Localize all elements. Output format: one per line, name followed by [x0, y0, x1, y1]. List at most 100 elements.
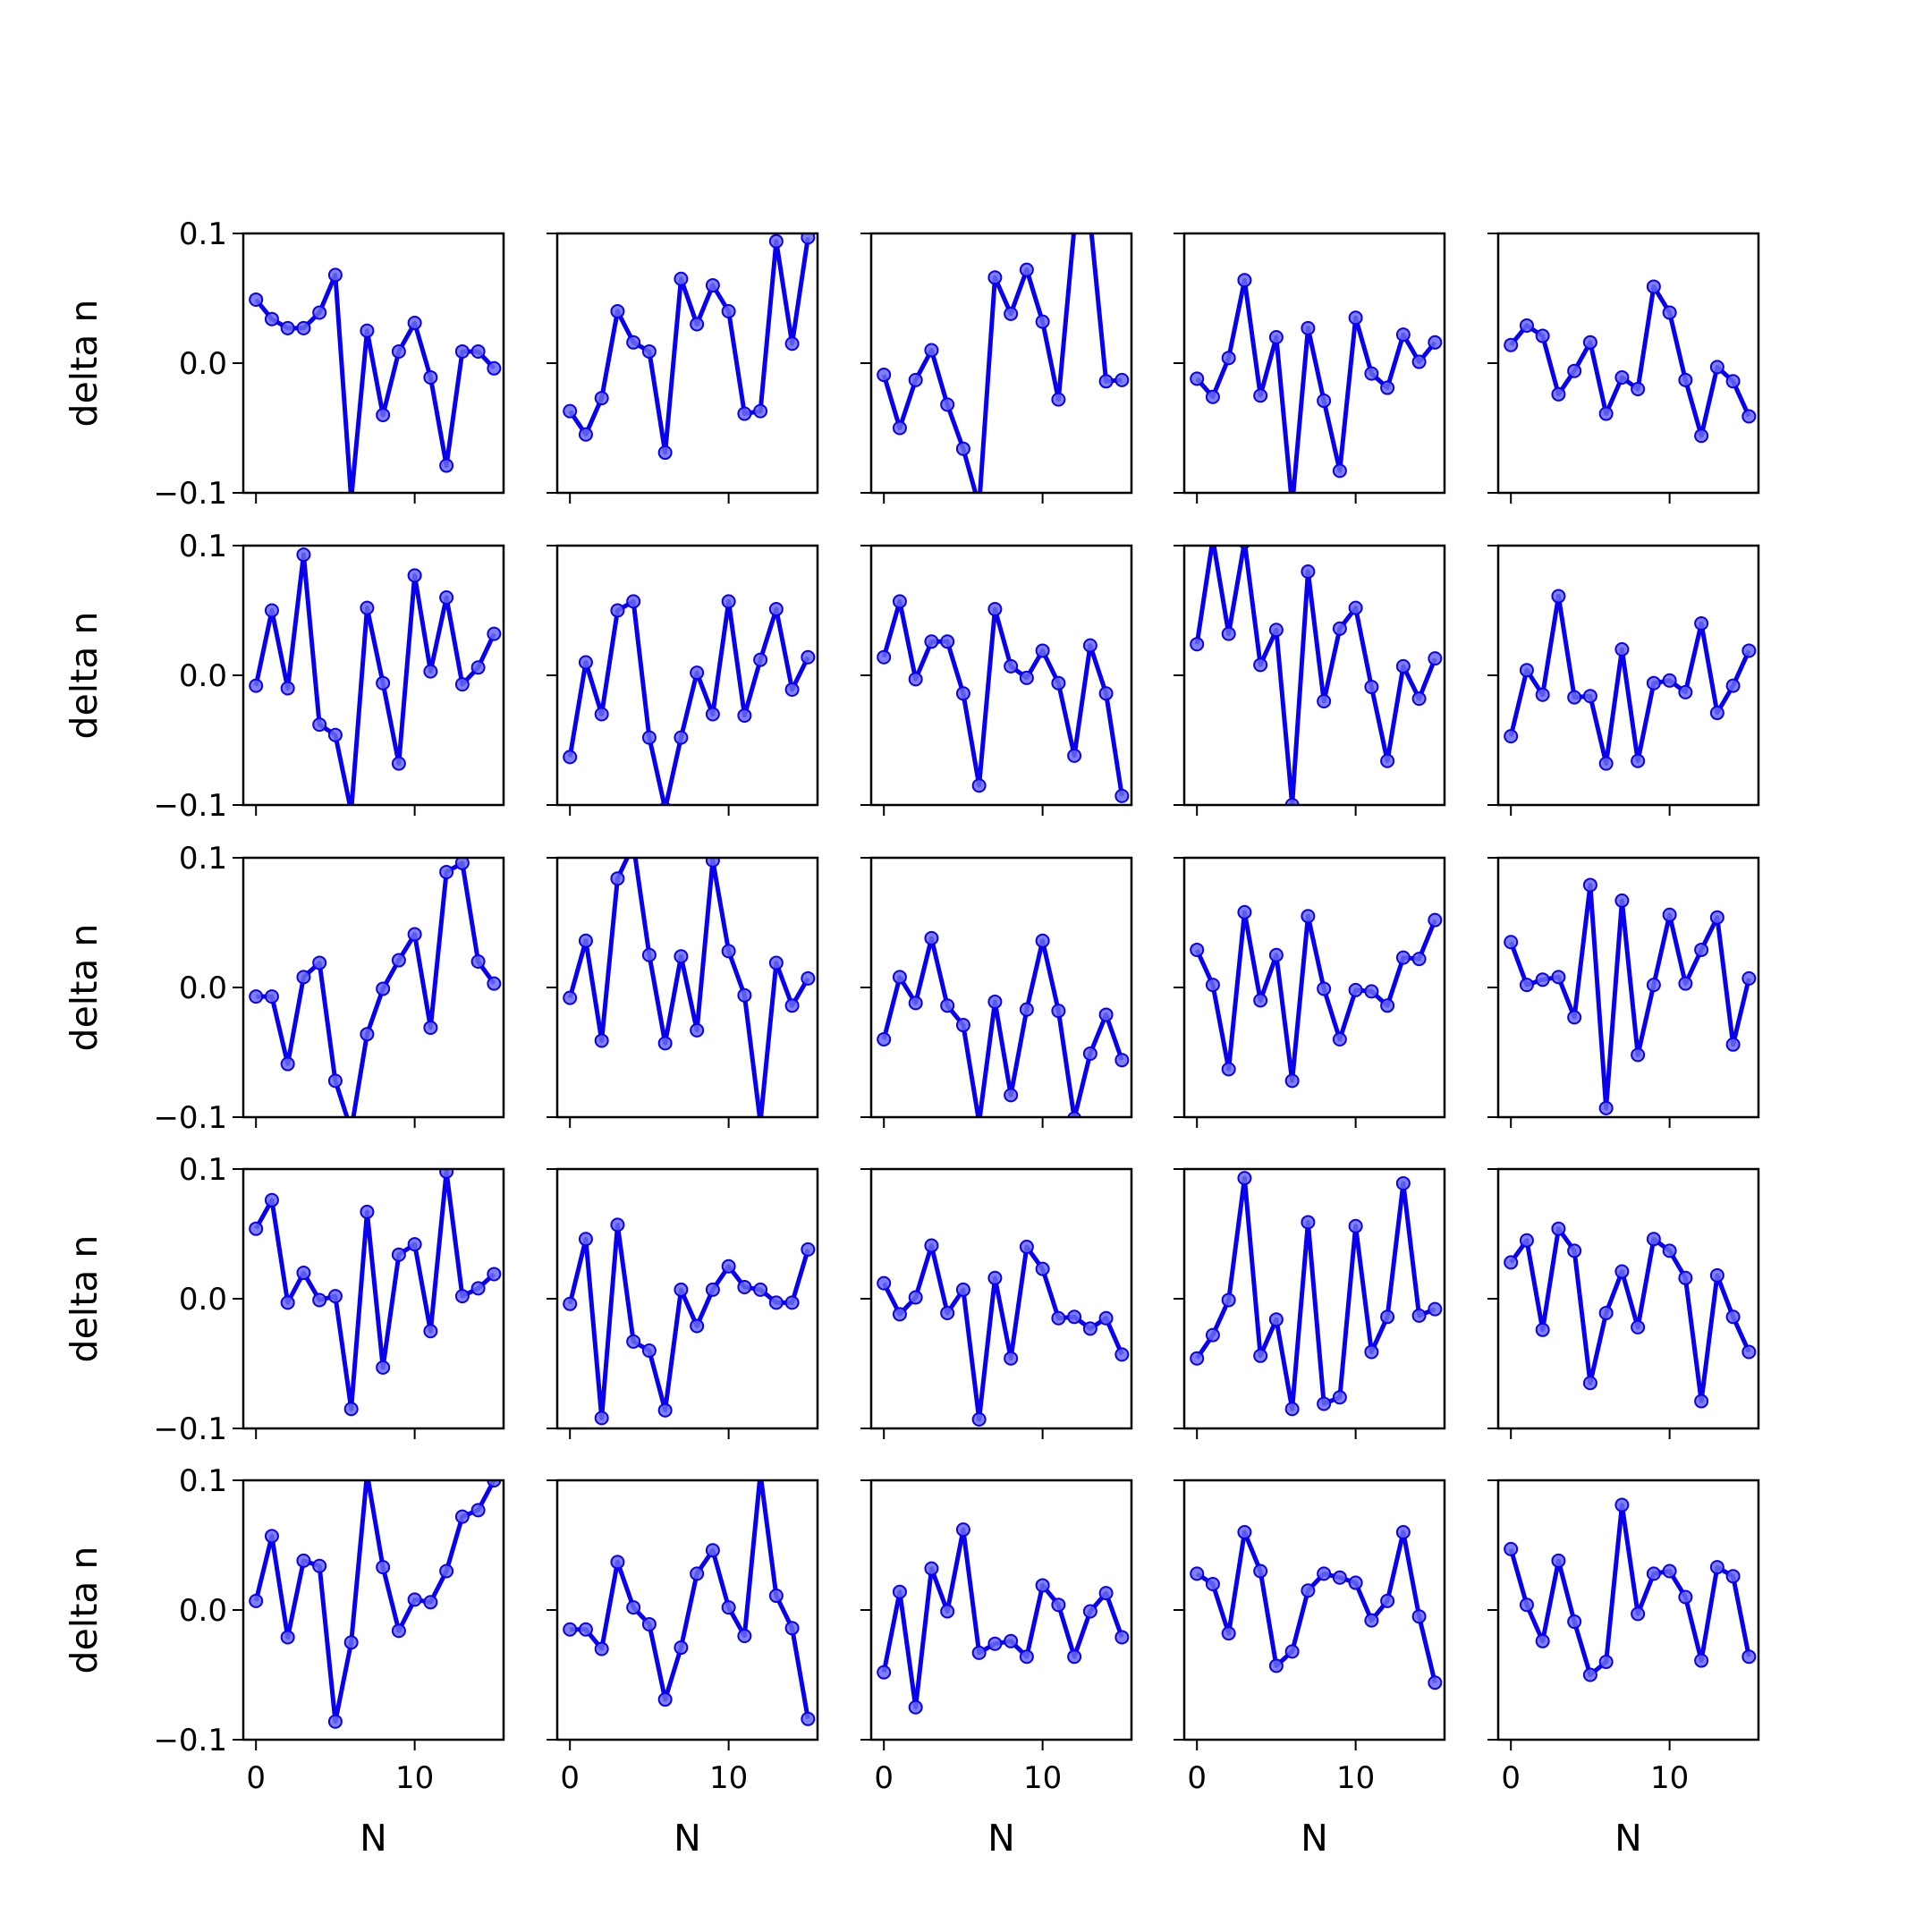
subplot-r1-c2 [860, 544, 1133, 816]
subplot-r2-c4 [1487, 856, 1760, 1128]
data-point [578, 1622, 593, 1637]
data-point [908, 1290, 923, 1305]
data-point [768, 955, 784, 970]
data-point [1411, 952, 1427, 967]
data-point [280, 320, 295, 335]
data-point [1035, 643, 1050, 658]
data-point [296, 1266, 311, 1280]
y-tick-label: 0.0 [179, 1282, 227, 1318]
data-point [1284, 1644, 1300, 1659]
data-point [1268, 330, 1284, 344]
data-point [1380, 1309, 1395, 1325]
data-point [1741, 970, 1757, 986]
data-point [924, 930, 939, 945]
data-point [892, 420, 907, 436]
data-point [955, 441, 970, 456]
data-point [249, 1221, 264, 1236]
data-point [578, 655, 593, 670]
data-point [1284, 798, 1300, 805]
series-line [881, 233, 1123, 493]
data-point [690, 1318, 705, 1334]
series-group [1504, 1221, 1757, 1409]
series-line [567, 858, 810, 1117]
series-group [877, 594, 1130, 803]
data-point [877, 368, 892, 383]
x-tick-label: 10 [1336, 1760, 1375, 1796]
series-group [877, 930, 1130, 1117]
series-group [1190, 904, 1443, 1089]
series-group [1504, 1497, 1757, 1682]
data-point [423, 369, 438, 385]
data-point [1631, 753, 1646, 768]
data-point [784, 682, 800, 697]
data-point [1551, 386, 1566, 402]
series-line [254, 272, 496, 493]
series-group [877, 1522, 1130, 1715]
subplot-r4-c2: 0 10N [860, 1479, 1133, 1860]
y-axis-label: delta n [63, 1235, 106, 1363]
series-group [249, 1480, 502, 1729]
x-tick-label: 10 [395, 1760, 434, 1796]
series-line [1508, 594, 1751, 767]
data-point [563, 1622, 578, 1637]
data-point [1504, 337, 1519, 352]
data-point [1114, 788, 1130, 803]
series-line [881, 598, 1124, 797]
data-point [594, 1411, 609, 1426]
data-point [801, 1711, 816, 1726]
series-line [567, 1222, 810, 1420]
data-point [1098, 686, 1114, 701]
series-line [1509, 284, 1751, 438]
data-point [1582, 335, 1597, 350]
data-point [487, 626, 502, 641]
data-point [1551, 1221, 1566, 1236]
series-line [881, 1527, 1124, 1710]
data-point [1631, 1047, 1646, 1063]
data-point [626, 1334, 641, 1349]
data-point [940, 634, 955, 649]
data-point [987, 602, 1003, 617]
data-point [1395, 1175, 1411, 1191]
data-point [626, 594, 641, 609]
data-point [1535, 972, 1550, 987]
data-point [439, 864, 454, 879]
y-tick-label: 0.0 [179, 346, 227, 382]
data-point [1709, 360, 1724, 375]
data-point [327, 1073, 343, 1089]
data-point [877, 1665, 892, 1680]
data-point [1348, 600, 1363, 615]
data-point [1646, 1232, 1661, 1247]
data-point [705, 1282, 720, 1297]
data-point [1301, 909, 1316, 924]
data-point [1614, 1497, 1630, 1513]
data-point [705, 858, 720, 868]
data-point [1004, 306, 1019, 321]
data-point [1098, 1586, 1114, 1601]
data-point [971, 1645, 987, 1660]
series-line [254, 1169, 496, 1411]
data-point [1614, 642, 1630, 657]
data-point [1678, 1270, 1693, 1285]
data-point [908, 372, 923, 387]
data-point [407, 316, 422, 331]
data-point [470, 343, 486, 359]
data-point [801, 233, 816, 245]
data-point [1551, 970, 1566, 985]
data-point [641, 1343, 657, 1358]
data-point [376, 1560, 391, 1575]
data-point [737, 1629, 752, 1643]
data-point [1253, 657, 1268, 673]
y-tick-label: 0.1 [179, 529, 227, 564]
data-point [407, 1592, 422, 1607]
data-point [1082, 1321, 1097, 1336]
data-point [1567, 1614, 1582, 1630]
x-tick-label: 10 [1650, 1760, 1689, 1796]
x-tick-label: 10 [709, 1760, 748, 1796]
data-point [470, 1503, 486, 1518]
data-point [721, 944, 736, 959]
data-point [1284, 1402, 1300, 1417]
data-point [1411, 1609, 1427, 1624]
data-point [1519, 318, 1534, 333]
data-point [924, 634, 939, 649]
data-point [578, 933, 593, 948]
